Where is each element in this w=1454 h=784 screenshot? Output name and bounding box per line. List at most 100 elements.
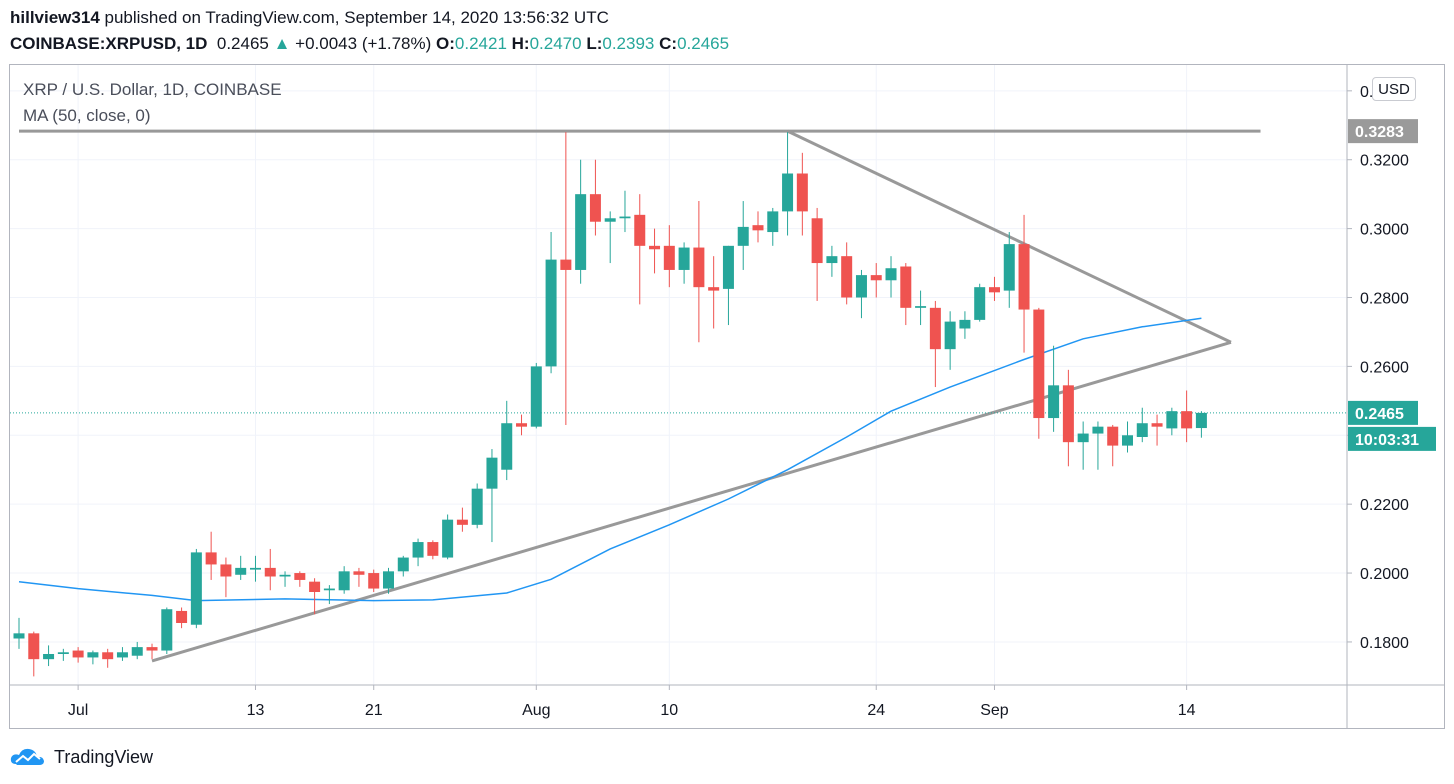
open-value: 0.2421 xyxy=(454,34,507,53)
candle xyxy=(530,362,542,429)
last-price: 0.2465 xyxy=(216,34,269,53)
candle-body xyxy=(323,588,335,591)
candle-body xyxy=(1033,309,1045,419)
candle-body xyxy=(442,519,454,558)
candle-body xyxy=(604,218,616,222)
candle xyxy=(501,400,513,481)
candle xyxy=(442,514,454,560)
candle xyxy=(811,207,823,301)
candle-countdown-label-bg xyxy=(1348,426,1436,451)
publish-info: hillview314 published on TradingView.com… xyxy=(10,8,609,28)
candle-body xyxy=(1181,411,1193,429)
candle-body xyxy=(855,275,867,298)
candle-body xyxy=(294,573,306,580)
x-tick-label: Jul xyxy=(68,702,88,719)
candle-body xyxy=(944,321,956,350)
candle-body xyxy=(249,567,261,570)
candle-body xyxy=(383,571,394,589)
resistance-price-label: 0.3283 xyxy=(1355,124,1404,141)
candle-body xyxy=(486,457,498,489)
up-arrow-icon: ▲ xyxy=(273,34,291,53)
candle-body xyxy=(353,571,365,575)
x-tick-label: 10 xyxy=(660,702,678,719)
candles xyxy=(13,132,1207,677)
candle-body xyxy=(885,268,897,281)
candle-body xyxy=(397,557,409,572)
candle-body xyxy=(190,552,202,625)
candle-body xyxy=(1151,423,1163,427)
candle xyxy=(649,228,661,274)
candle xyxy=(545,232,557,374)
x-tick-label: 21 xyxy=(365,702,383,719)
candle-body xyxy=(57,652,69,654)
candle xyxy=(102,648,114,668)
published-text: published on TradingView.com, September … xyxy=(104,8,609,27)
candle xyxy=(146,643,158,660)
chart-frame xyxy=(9,64,1445,729)
candle-body xyxy=(235,567,247,575)
candle xyxy=(663,225,675,288)
candle xyxy=(190,548,202,629)
candle-body xyxy=(1136,423,1148,437)
candle-body xyxy=(131,647,143,656)
candle xyxy=(279,571,291,587)
candle xyxy=(1181,390,1193,443)
candle xyxy=(309,578,321,615)
ma-layer xyxy=(18,317,1202,602)
candle xyxy=(72,647,84,663)
candle xyxy=(560,132,572,425)
tradingview-logo[interactable]: TradingView xyxy=(10,744,153,770)
candle xyxy=(1033,307,1045,439)
candle xyxy=(708,256,720,329)
candle xyxy=(737,201,749,270)
candle xyxy=(397,555,409,577)
candle-body xyxy=(1166,411,1178,429)
y-tick-label: 0.2800 xyxy=(1360,291,1409,308)
low-label: L: xyxy=(586,34,603,53)
currency-button[interactable]: USD xyxy=(1372,77,1416,101)
last-price-label-bg xyxy=(1348,400,1418,425)
candle xyxy=(575,159,587,284)
candle-body xyxy=(767,211,779,233)
candle-body xyxy=(796,173,808,212)
footer-brand: TradingView xyxy=(54,746,154,767)
candle-body xyxy=(1122,435,1133,446)
candle-body xyxy=(516,423,528,427)
x-tick-label: Aug xyxy=(522,702,550,719)
price-labels: 0.3283 0.2465 10:03:31 xyxy=(1348,119,1436,451)
candle-body xyxy=(826,256,838,264)
candle xyxy=(1166,407,1178,436)
ohlc-header: COINBASE:XRPUSD, 1D 0.2465 ▲ +0.0043 (+1… xyxy=(10,34,729,54)
author-name[interactable]: hillview314 xyxy=(10,8,100,27)
candle xyxy=(1062,369,1074,467)
ma-legend[interactable]: MA (50, close, 0) xyxy=(23,106,151,125)
candle xyxy=(634,194,646,305)
candle xyxy=(619,190,631,233)
candle xyxy=(988,276,1000,301)
candle-body xyxy=(220,564,232,577)
y-tick-label: 0.2200 xyxy=(1360,497,1409,514)
candle xyxy=(885,256,897,298)
close-label: C: xyxy=(659,34,678,53)
candle xyxy=(1195,411,1207,438)
candle xyxy=(471,483,483,529)
candle-body xyxy=(974,287,986,320)
candle xyxy=(87,650,99,665)
y-tick-label: 0.3200 xyxy=(1360,153,1409,170)
chart-legend-title: XRP / U.S. Dollar, 1D, COINBASE xyxy=(23,80,282,99)
candle-body xyxy=(752,225,764,231)
candle-body xyxy=(264,567,276,577)
candle xyxy=(205,531,217,580)
low-value: 0.2393 xyxy=(602,34,655,53)
candle xyxy=(826,245,838,277)
x-tick-label: Sep xyxy=(980,702,1009,719)
candle xyxy=(427,540,439,560)
candle-body xyxy=(28,633,40,660)
candle xyxy=(486,449,498,543)
candle-body xyxy=(900,266,912,308)
resistance-price-label-bg xyxy=(1348,119,1418,144)
candle-body xyxy=(43,654,55,660)
open-label: O: xyxy=(436,34,455,53)
candle-body xyxy=(102,652,114,660)
